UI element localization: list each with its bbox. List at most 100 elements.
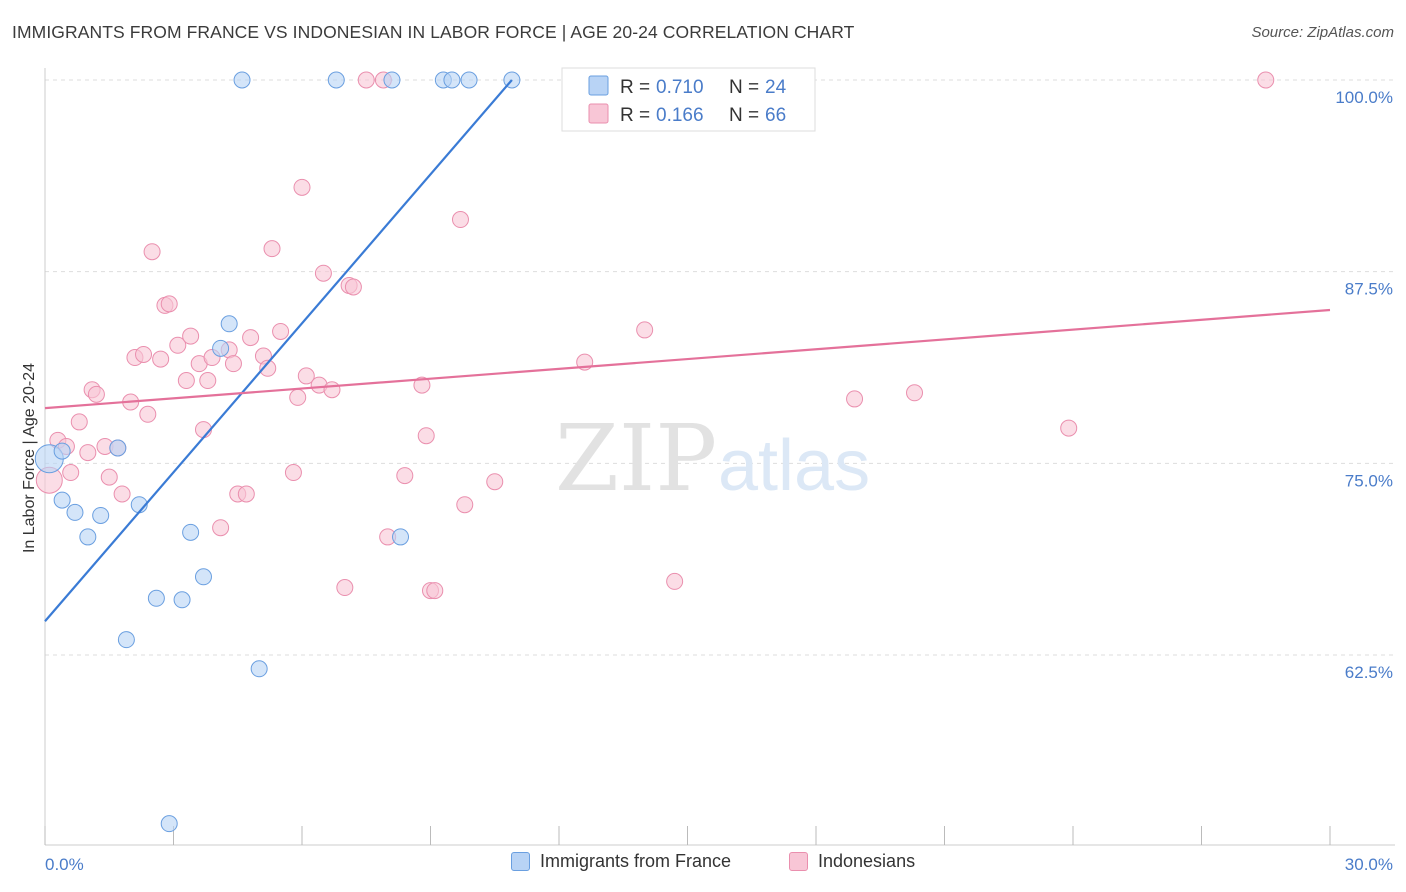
point-pink-52 bbox=[417, 427, 435, 445]
y-tick-label-3: 62.5% bbox=[1345, 663, 1393, 682]
point-blue-11 bbox=[173, 591, 191, 609]
legend-item-france[interactable]: Immigrants from France bbox=[511, 851, 731, 872]
legend-n-value-2: 66 bbox=[765, 105, 786, 126]
point-pink-36 bbox=[272, 322, 290, 340]
legend-swatch-pink bbox=[588, 103, 609, 124]
point-pink-25 bbox=[199, 372, 217, 390]
point-pink-35 bbox=[263, 240, 281, 258]
legend-swatch-france bbox=[511, 852, 530, 871]
y-tick-label-2: 75.0% bbox=[1345, 471, 1393, 490]
point-pink-40 bbox=[297, 367, 315, 385]
point-pink-38 bbox=[289, 388, 307, 406]
point-blue-23 bbox=[460, 71, 478, 89]
point-pink-9 bbox=[100, 468, 118, 486]
point-blue-16 bbox=[233, 71, 251, 89]
legend-item-indonesians[interactable]: Indonesians bbox=[789, 851, 915, 872]
correlation-legend: R = 0.710 N = 24 R = 0.166 N = 66 bbox=[561, 67, 816, 132]
legend-label-indonesians: Indonesians bbox=[818, 851, 916, 871]
point-blue-5 bbox=[92, 506, 110, 524]
point-pink-64 bbox=[1257, 71, 1275, 89]
point-pink-63 bbox=[1060, 419, 1078, 437]
point-pink-31 bbox=[237, 485, 255, 503]
point-blue-22 bbox=[443, 71, 461, 89]
x-tick-label-0: 0.0% bbox=[45, 855, 84, 874]
point-pink-29 bbox=[224, 355, 242, 373]
point-pink-7 bbox=[87, 385, 105, 403]
legend-r-label-2: R = bbox=[620, 105, 650, 126]
chart-title: IMMIGRANTS FROM FRANCE VS INDONESIAN IN … bbox=[12, 22, 855, 42]
trend-line-blue bbox=[44, 79, 513, 622]
point-pink-20 bbox=[169, 336, 187, 354]
trend-lines bbox=[44, 79, 1331, 622]
point-blue-15 bbox=[220, 315, 238, 333]
legend-swatch-indonesians bbox=[789, 852, 808, 871]
point-pink-47 bbox=[357, 71, 375, 89]
point-pink-37 bbox=[284, 464, 302, 482]
point-pink-57 bbox=[486, 473, 504, 491]
point-blue-6 bbox=[109, 439, 127, 457]
point-blue-10 bbox=[160, 815, 178, 833]
point-pink-61 bbox=[846, 390, 864, 408]
point-pink-15 bbox=[139, 405, 157, 423]
point-blue-13 bbox=[194, 568, 212, 586]
point-pink-51 bbox=[413, 376, 431, 394]
point-blue-17 bbox=[250, 660, 268, 678]
legend-n-label-1: N = bbox=[729, 77, 759, 98]
point-pink-42 bbox=[314, 264, 332, 282]
legend-swatch-blue bbox=[588, 75, 609, 96]
y-tick-label-1: 87.5% bbox=[1345, 280, 1393, 299]
point-pink-50 bbox=[396, 467, 414, 485]
legend-n-value-1: 24 bbox=[765, 77, 787, 98]
point-pink-56 bbox=[456, 496, 474, 514]
point-pink-39 bbox=[293, 178, 311, 196]
legend-n-label-2: N = bbox=[729, 105, 759, 126]
x-tick-label-1: 30.0% bbox=[1345, 855, 1393, 874]
legend-r-value-1: 0.710 bbox=[656, 77, 704, 98]
watermark-atlas: atlas bbox=[718, 426, 870, 506]
y-tick-label-0: 100.0% bbox=[1335, 88, 1393, 107]
point-pink-43 bbox=[323, 381, 341, 399]
legend-label-france: Immigrants from France bbox=[540, 851, 732, 871]
point-blue-1 bbox=[53, 442, 71, 460]
trend-line-pink bbox=[44, 308, 1331, 410]
point-pink-59 bbox=[636, 321, 654, 339]
legend-r-value-2: 0.166 bbox=[656, 105, 704, 126]
point-pink-14 bbox=[135, 345, 153, 363]
point-blue-2 bbox=[53, 491, 71, 509]
point-pink-34 bbox=[259, 359, 277, 377]
gridlines bbox=[45, 79, 1395, 656]
point-pink-19 bbox=[160, 295, 178, 313]
point-pink-17 bbox=[152, 350, 170, 368]
source-label: Source: ZipAtlas.com bbox=[1251, 24, 1394, 41]
point-blue-20 bbox=[392, 528, 410, 546]
point-pink-54 bbox=[426, 582, 444, 600]
point-pink-60 bbox=[666, 572, 684, 590]
point-pink-21 bbox=[177, 372, 195, 390]
point-pink-22 bbox=[182, 327, 200, 345]
point-blue-3 bbox=[66, 503, 84, 521]
point-pink-32 bbox=[242, 329, 260, 347]
point-blue-18 bbox=[327, 71, 345, 89]
point-pink-11 bbox=[113, 485, 131, 503]
point-blue-4 bbox=[79, 528, 97, 546]
legend-r-label-1: R = bbox=[620, 77, 650, 98]
point-pink-44 bbox=[336, 579, 354, 597]
watermark: ZIP atlas bbox=[555, 405, 870, 512]
point-blue-19 bbox=[383, 71, 401, 89]
tick-labels: 100.0% 87.5% 75.0% 62.5% 0.0% 30.0% bbox=[45, 88, 1393, 874]
point-pink-46 bbox=[344, 278, 362, 296]
point-pink-55 bbox=[451, 211, 469, 229]
series-legend: Immigrants from France Indonesians bbox=[0, 851, 1406, 881]
point-pink-5 bbox=[79, 444, 97, 462]
point-pink-3 bbox=[62, 464, 80, 482]
point-blue-9 bbox=[147, 589, 165, 607]
point-pink-4 bbox=[70, 413, 88, 431]
series-indonesians bbox=[35, 71, 1275, 600]
point-blue-12 bbox=[182, 523, 200, 541]
watermark-zip: ZIP bbox=[555, 405, 717, 512]
point-pink-27 bbox=[212, 519, 230, 537]
point-pink-62 bbox=[906, 384, 924, 402]
point-pink-16 bbox=[143, 243, 161, 261]
point-blue-14 bbox=[212, 339, 230, 357]
